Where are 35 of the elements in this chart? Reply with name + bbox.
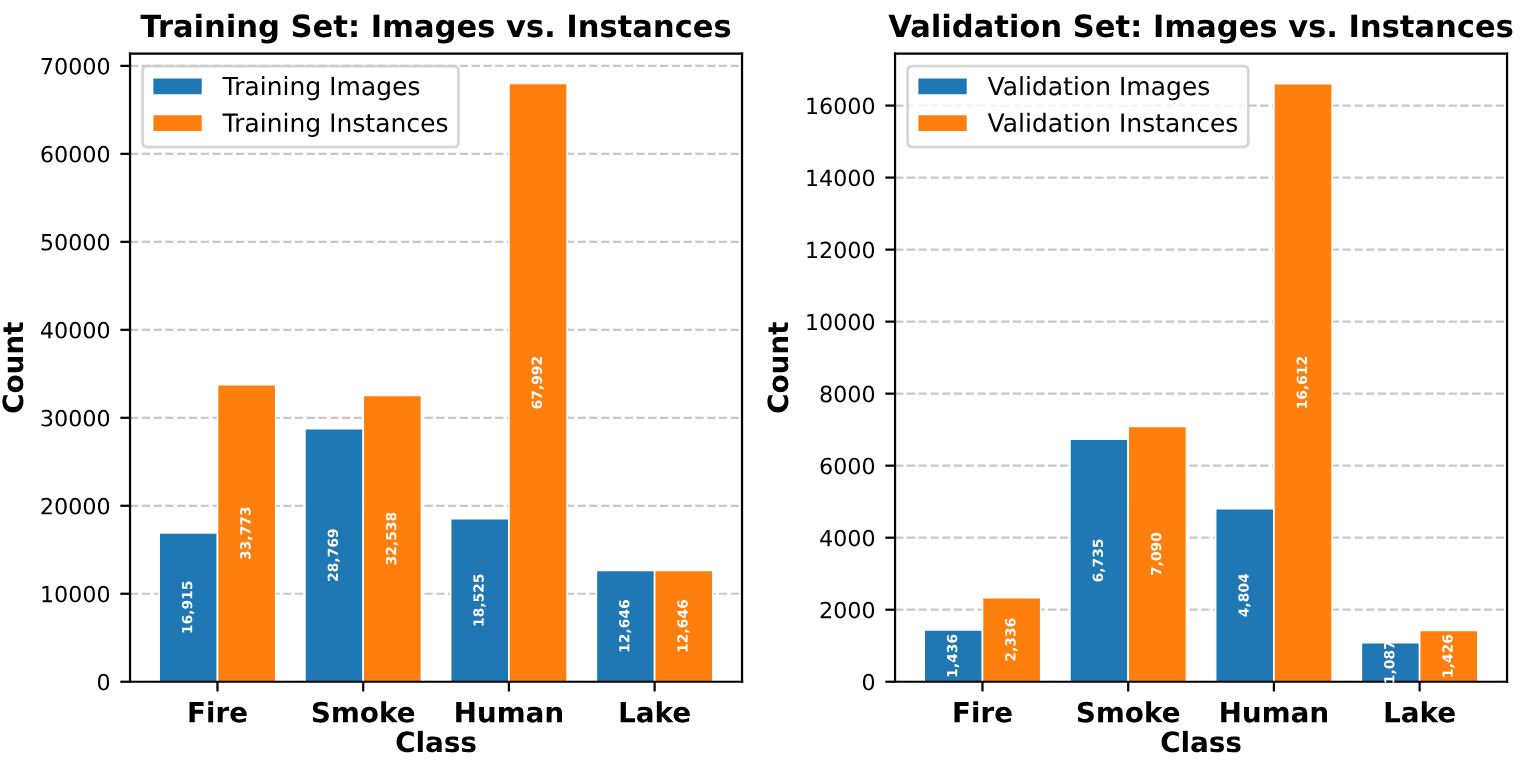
y-tick-label: 8000 (820, 385, 875, 403)
y-tick-label: 10000 (42, 585, 110, 603)
y-tick-label: 50000 (41, 233, 110, 251)
y-tick-label: 12000 (807, 241, 875, 259)
x-axis-title: Class (396, 730, 476, 753)
y-tick-label: 70000 (41, 57, 110, 75)
y-tick-label: 20000 (41, 497, 110, 515)
y-tick-label: 16000 (807, 97, 875, 115)
y-tick-label: 30000 (41, 409, 110, 427)
y-tick-label: 0 (862, 673, 875, 691)
legend-label: Training Images (222, 76, 420, 101)
y-tick-label: 40000 (41, 321, 110, 339)
chart-title: Validation Set: Images vs. Instances (888, 13, 1513, 44)
y-tick-label: 6000 (820, 457, 875, 475)
x-tick-label: Lake (1385, 701, 1455, 723)
y-tick-label: 10000 (807, 313, 875, 331)
x-tick-label: Smoke (1077, 701, 1180, 723)
legend-label: Validation Images (987, 76, 1210, 101)
x-tick-label: Smoke (312, 701, 415, 723)
y-tick-label: 0 (97, 673, 110, 691)
y-axis-title: Count (2, 322, 24, 413)
y-tick-label: 2000 (820, 601, 875, 619)
legend-label: Validation Instances (987, 112, 1238, 133)
legend-label: Training Instances (222, 112, 448, 138)
x-tick-label: Fire (954, 701, 1012, 723)
y-tick-label: 60000 (41, 145, 110, 163)
x-tick-label: Fire (189, 701, 247, 723)
x-tick-label: Human (456, 702, 562, 723)
y-tick-label: 4000 (820, 529, 875, 547)
x-axis-title: Class (1161, 730, 1241, 753)
x-tick-label: Human (1221, 702, 1327, 723)
chart-title: Training Set: Images vs. Instances (140, 13, 731, 44)
x-tick-label: Lake (620, 701, 690, 723)
y-axis-title: Count (767, 322, 789, 413)
y-tick-label: 14000 (807, 169, 875, 187)
